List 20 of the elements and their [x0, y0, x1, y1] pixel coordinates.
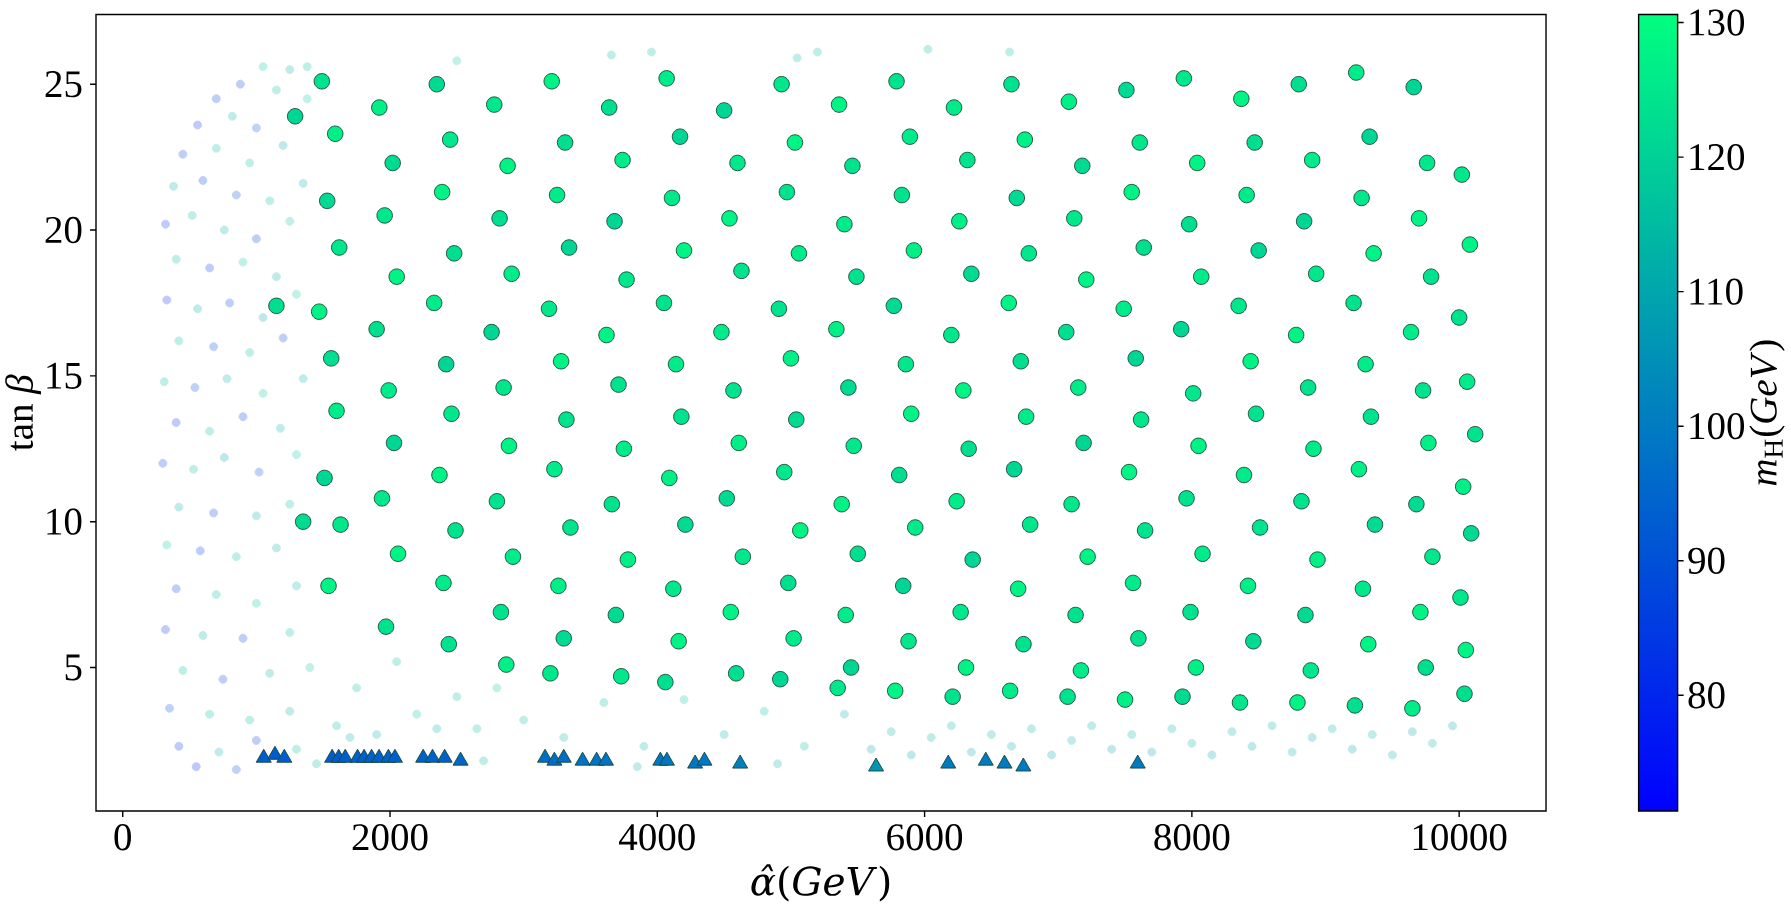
- x-tick-label: 6000: [887, 824, 963, 851]
- x-tick-label: 0: [114, 824, 131, 851]
- x-tick-label: 8000: [1154, 824, 1230, 851]
- x-tick-label: 10000: [1413, 824, 1507, 851]
- color-bar-label: 80: [1688, 682, 1725, 709]
- y-tick-label: 5: [65, 654, 82, 681]
- y-tick-label: 15: [47, 362, 82, 389]
- color-bar-label: 120: [1690, 143, 1745, 171]
- color-bar-label: 90: [1688, 547, 1725, 574]
- x-tick-label: 4000: [619, 824, 695, 851]
- x-axis-title: α̂(GeV): [751, 864, 890, 902]
- color-bar-title: m$_{H}$(GeV): [1749, 340, 1785, 486]
- y-tick-label: 10: [47, 508, 82, 535]
- x-tick-label: 2000: [352, 824, 428, 851]
- y-axis-title: tan β: [5, 374, 41, 451]
- y-tick-label: 20: [45, 216, 82, 244]
- color-bar-label: 110: [1690, 278, 1743, 305]
- color-bar-label: 100: [1690, 413, 1745, 440]
- y-tick-label: 25: [45, 71, 82, 98]
- color-bar-label: 130: [1690, 9, 1745, 36]
